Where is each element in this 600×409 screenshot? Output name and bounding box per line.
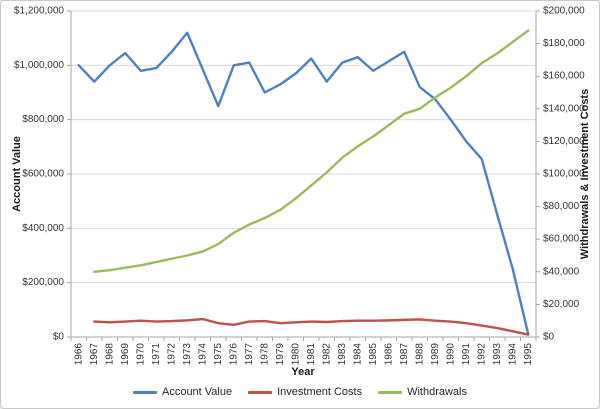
left-axis-tick-label: $800,000 (22, 114, 64, 125)
x-axis-tick-label: 1995 (523, 343, 534, 366)
x-axis-tick-label: 1973 (182, 343, 193, 366)
right-axis-tick-label: $80,000 (543, 201, 580, 212)
x-axis-tick-label: 1969 (120, 343, 131, 366)
x-axis-tick-label: 1978 (259, 343, 270, 366)
left-axis-tick-label: $400,000 (22, 223, 64, 234)
x-axis-tick-label: 1991 (461, 343, 472, 366)
left-axis-tick-label: $1,000,000 (14, 60, 64, 71)
legend-swatch-withdrawals (378, 390, 403, 394)
legend: Account Value Investment Costs Withdrawa… (1, 386, 599, 398)
left-axis-tick-label: $600,000 (22, 169, 64, 180)
legend-label-investment-costs: Investment Costs (277, 386, 363, 398)
x-axis-tick-label: 1975 (213, 343, 224, 366)
x-axis-tick-label: 1985 (368, 343, 379, 366)
x-axis-tick-label: 1981 (306, 343, 317, 366)
series-line-withdrawals (93, 29, 530, 273)
legend-label-withdrawals: Withdrawals (407, 386, 467, 398)
legend-item-investment-costs: Investment Costs (248, 386, 362, 398)
right-axis-tick-label: $100,000 (543, 169, 585, 180)
x-axis-tick-label: 1977 (244, 343, 255, 366)
x-axis-tick-label: 1993 (492, 343, 503, 366)
right-axis-tick-label: $180,000 (543, 38, 585, 49)
right-axis-tick-label: $40,000 (543, 266, 580, 277)
x-axis-tick-label: 1994 (507, 343, 518, 366)
x-axis-tick-label: 1986 (383, 343, 394, 366)
x-axis-tick-label: 1980 (290, 343, 301, 366)
legend-label-account-value: Account Value (161, 386, 233, 398)
x-axis-tick-label: 1976 (228, 343, 239, 366)
x-axis-tick-label: 1990 (445, 343, 456, 366)
x-axis-tick-label: 1984 (352, 343, 363, 366)
x-axis-tick-label: 1966 (73, 343, 84, 366)
series-line-account-value (77, 31, 530, 336)
right-axis-tick-label: $20,000 (543, 299, 580, 310)
x-axis-tick-label: 1971 (151, 343, 162, 366)
right-axis-tick-label: $60,000 (543, 234, 580, 245)
left-axis-tick-label: $0 (53, 332, 65, 343)
right-axis-title: Withdrawals & Investment Costs (579, 88, 591, 260)
right-axis-tick-label: $160,000 (543, 71, 585, 82)
x-axis-tick-label: 1974 (197, 343, 208, 366)
x-axis-tick-label: 1992 (476, 343, 487, 366)
x-axis-tick-label: 1967 (89, 343, 100, 366)
left-axis-tick-label: $1,200,000 (14, 6, 64, 17)
x-axis-tick-label: 1970 (135, 343, 146, 366)
x-axis-tick-label: 1987 (399, 343, 410, 366)
x-axis-tick-label: 1989 (430, 343, 441, 366)
x-axis-tick-label: 1979 (275, 343, 286, 366)
series-line-investment-costs (93, 317, 530, 336)
x-axis-title: Year (291, 366, 315, 378)
legend-swatch-investment-costs (248, 390, 273, 394)
right-axis-tick-label: $0 (543, 332, 555, 343)
legend-item-account-value: Account Value (132, 386, 233, 398)
x-axis-tick-label: 1968 (104, 343, 115, 366)
x-axis-tick-label: 1988 (414, 343, 425, 366)
legend-swatch-account-value (132, 390, 157, 394)
left-axis-tick-label: $200,000 (22, 277, 64, 288)
right-axis-tick-label: $140,000 (543, 103, 585, 114)
x-axis-tick-label: 1972 (166, 343, 177, 366)
x-axis-tick-label: 1982 (321, 343, 332, 366)
right-axis-tick-label: $120,000 (543, 136, 585, 147)
legend-item-withdrawals: Withdrawals (378, 386, 467, 398)
right-axis-tick-label: $200,000 (543, 6, 585, 17)
x-axis-tick-label: 1983 (337, 343, 348, 366)
left-axis-title: Account Value (11, 136, 23, 212)
